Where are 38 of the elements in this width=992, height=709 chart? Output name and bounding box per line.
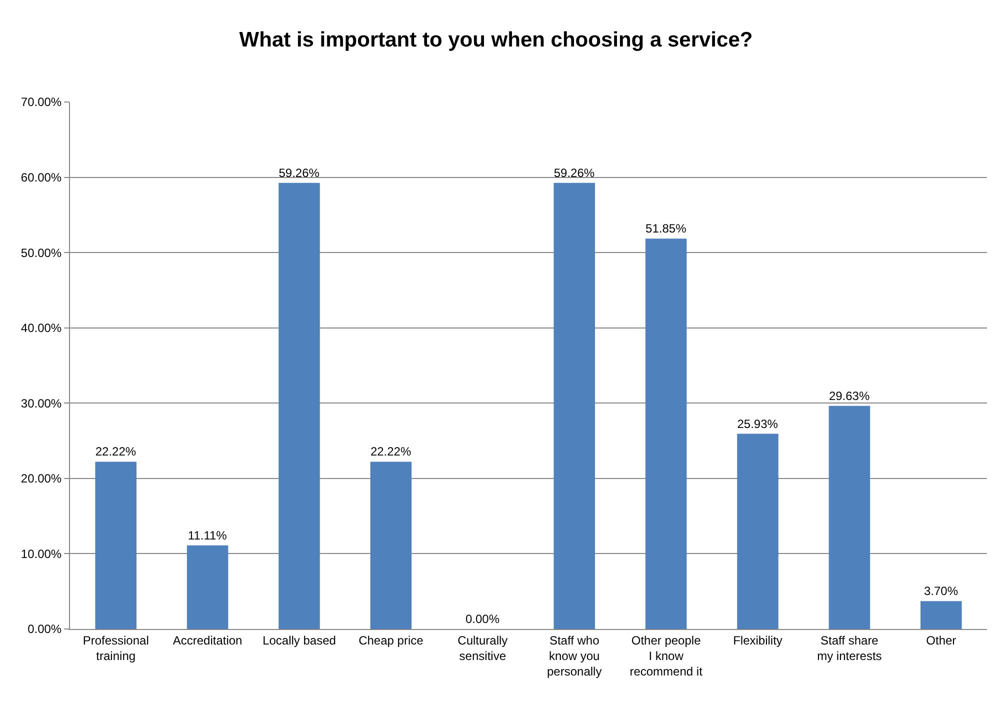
bar [828, 406, 870, 629]
y-tick-label: 50.00% [20, 246, 62, 260]
data-label: 51.85% [646, 222, 687, 236]
bar [95, 462, 136, 629]
data-label: 25.93% [737, 416, 778, 431]
x-tick-label: Staff who know you personally [547, 633, 602, 679]
data-label: 11.11% [188, 528, 228, 542]
y-tick-label: 30.00% [20, 396, 62, 410]
bar [186, 545, 228, 629]
data-label: 3.70% [924, 584, 958, 598]
y-tick-label: 40.00% [20, 321, 62, 336]
y-tick-label: 10.00% [20, 546, 62, 561]
data-label: 59.26% [554, 166, 595, 180]
x-tick-label: Other [926, 633, 956, 648]
y-tick-label: 20.00% [20, 472, 62, 486]
x-tick-label: Cheap price [358, 633, 424, 648]
bar [554, 182, 595, 629]
bar [737, 434, 778, 629]
x-tick-label: Flexibility [733, 633, 782, 648]
y-tick-label: 60.00% [20, 170, 62, 184]
data-label: 29.63% [828, 388, 870, 403]
chart-title: What is important to you when choosing a service? [239, 28, 753, 52]
data-label: 0.00% [465, 612, 500, 626]
data-label: 22.22% [95, 444, 136, 459]
x-tick-label: Locally based [262, 633, 336, 648]
x-tick-label: Culturally sensitive [458, 633, 508, 663]
x-tick-label: Professional training [82, 633, 149, 663]
y-tick-label: 70.00% [20, 95, 62, 110]
bar [278, 182, 320, 629]
x-tick-label: Other people I know recommend it [630, 633, 704, 679]
x-tick-label: Staff share my interests [817, 633, 882, 663]
data-label: 22.22% [370, 444, 412, 459]
x-tick-label: Accreditation [172, 633, 242, 648]
bar [645, 238, 687, 629]
data-label: 59.26% [278, 166, 320, 180]
bar [920, 601, 962, 629]
bar [370, 462, 412, 629]
y-tick-label: 0.00% [28, 622, 62, 636]
